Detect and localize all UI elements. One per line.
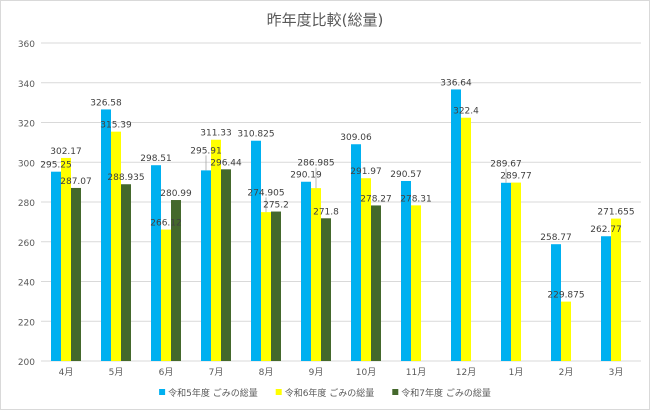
bar (561, 301, 571, 361)
bar (151, 165, 161, 361)
data-label: 271.655 (597, 208, 634, 218)
data-label: 296.44 (210, 158, 242, 168)
x-tick-label: 9月 (309, 367, 324, 378)
chart-title: 昨年度比較(総量) (267, 11, 384, 29)
legend-swatch (159, 389, 166, 395)
x-tick-label: 12月 (456, 367, 476, 378)
y-tick-label: 260 (18, 239, 35, 249)
bar (551, 244, 561, 361)
data-label: 262.77 (590, 225, 622, 235)
data-label: 289.77 (500, 172, 532, 182)
data-label: 310.825 (237, 130, 274, 140)
bar (461, 117, 471, 361)
data-label: 274.905 (247, 189, 284, 199)
bar (121, 184, 131, 361)
data-label: 286.985 (297, 159, 334, 169)
y-tick-label: 220 (18, 318, 35, 328)
data-label: 290.19 (290, 171, 322, 181)
data-label: 289.67 (490, 160, 522, 170)
data-label: 266.12 (150, 219, 182, 229)
data-label: 290.57 (390, 170, 422, 180)
data-label: 278.27 (360, 194, 392, 204)
bar (611, 218, 621, 361)
bar (451, 89, 461, 361)
data-label: 229.875 (547, 291, 584, 301)
data-label: 315.39 (100, 121, 132, 131)
data-label: 275.2 (263, 201, 289, 211)
bar (221, 169, 231, 361)
data-label: 278.31 (400, 194, 432, 204)
y-tick-label: 340 (18, 80, 35, 90)
x-tick-label: 11月 (406, 367, 426, 378)
x-tick-label: 8月 (259, 367, 274, 378)
bar (411, 205, 421, 361)
data-label: 336.64 (440, 78, 472, 88)
x-tick-label: 3月 (609, 367, 624, 378)
bar (401, 180, 411, 361)
data-label: 280.99 (160, 189, 192, 199)
data-label: 311.33 (200, 129, 232, 139)
bar (371, 205, 381, 361)
data-label: 295.25 (40, 161, 72, 171)
y-tick-label: 360 (18, 40, 35, 50)
x-tick-label: 6月 (159, 367, 174, 378)
y-tick-label: 300 (18, 159, 35, 169)
data-label: 309.06 (340, 133, 372, 143)
data-label: 288.935 (107, 173, 144, 183)
bar (211, 139, 221, 361)
bar (251, 140, 261, 361)
x-tick-label: 7月 (209, 367, 224, 378)
legend-label: 令和5年度 ごみの総量 (168, 387, 258, 399)
bar (311, 188, 321, 361)
bar (171, 200, 181, 361)
data-label: 287.07 (60, 177, 92, 187)
bar (201, 170, 211, 361)
x-tick-label: 10月 (356, 367, 376, 378)
bar (501, 182, 511, 361)
legend-swatch (275, 389, 282, 395)
bar (61, 157, 71, 361)
bar (601, 236, 611, 361)
bar (351, 144, 361, 361)
legend-label: 令和6年度 ごみの総量 (285, 387, 375, 399)
bar (271, 211, 281, 361)
y-tick-label: 280 (18, 199, 35, 209)
data-label: 326.58 (90, 98, 122, 108)
y-tick-label: 200 (18, 358, 35, 368)
bar (361, 178, 371, 361)
bar (101, 109, 111, 362)
bar (71, 187, 81, 361)
x-tick-label: 2月 (559, 367, 574, 378)
bar (51, 171, 61, 361)
bar (261, 212, 271, 361)
y-tick-label: 320 (18, 120, 35, 130)
legend-label: 令和7年度 ごみの総量 (401, 387, 491, 399)
data-label: 271.8 (313, 207, 339, 217)
data-label: 295.91 (190, 146, 222, 156)
x-tick-label: 1月 (509, 367, 524, 378)
x-tick-label: 4月 (59, 367, 74, 378)
data-label: 258.77 (540, 233, 572, 243)
bar (511, 182, 521, 361)
bar (301, 181, 311, 361)
data-label: 302.17 (50, 147, 82, 157)
y-tick-label: 240 (18, 279, 35, 289)
data-label: 322.4 (453, 107, 479, 117)
data-label: 298.51 (140, 154, 172, 164)
legend-swatch (392, 389, 399, 395)
bar (111, 131, 121, 361)
data-label: 291.97 (350, 167, 382, 177)
bar (321, 218, 331, 361)
bar (161, 229, 171, 361)
x-tick-label: 5月 (109, 367, 124, 378)
